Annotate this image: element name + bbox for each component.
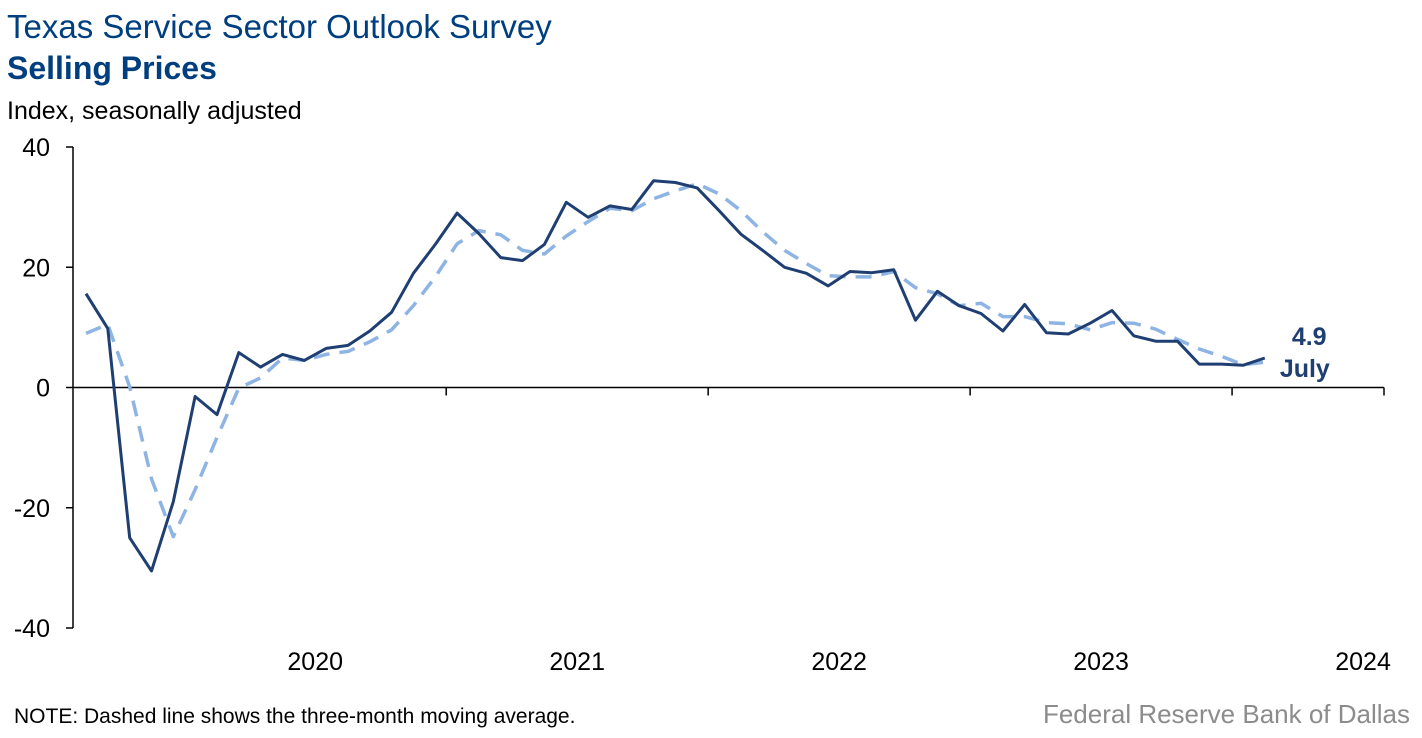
moving-average-line xyxy=(85,181,1265,539)
end-month-label: July xyxy=(1280,355,1330,383)
y-tick-label: 40 xyxy=(22,134,50,162)
y-tick-label: -40 xyxy=(14,615,50,643)
y-tick-label: 0 xyxy=(36,375,50,403)
y-axis-label: Index, seasonally adjusted xyxy=(7,97,302,125)
x-tick-label: 2020 xyxy=(287,648,343,676)
source-credit: Federal Reserve Bank of Dallas xyxy=(1042,699,1410,729)
y-tick-label: -20 xyxy=(14,495,50,523)
footnote: NOTE: Dashed line shows the three-month … xyxy=(14,705,576,728)
selling-prices-line xyxy=(84,179,1266,573)
chart-title: Texas Service Sector Outlook Survey xyxy=(7,8,552,45)
x-tick-label: 2024 xyxy=(1335,648,1391,676)
end-value-label: 4.9 xyxy=(1292,323,1327,351)
chart-subtitle: Selling Prices xyxy=(7,50,217,86)
y-tick-label: 20 xyxy=(22,254,50,282)
x-tick-label: 2023 xyxy=(1073,648,1129,676)
x-tick-label: 2022 xyxy=(811,648,867,676)
x-tick-label: 2021 xyxy=(549,648,605,676)
